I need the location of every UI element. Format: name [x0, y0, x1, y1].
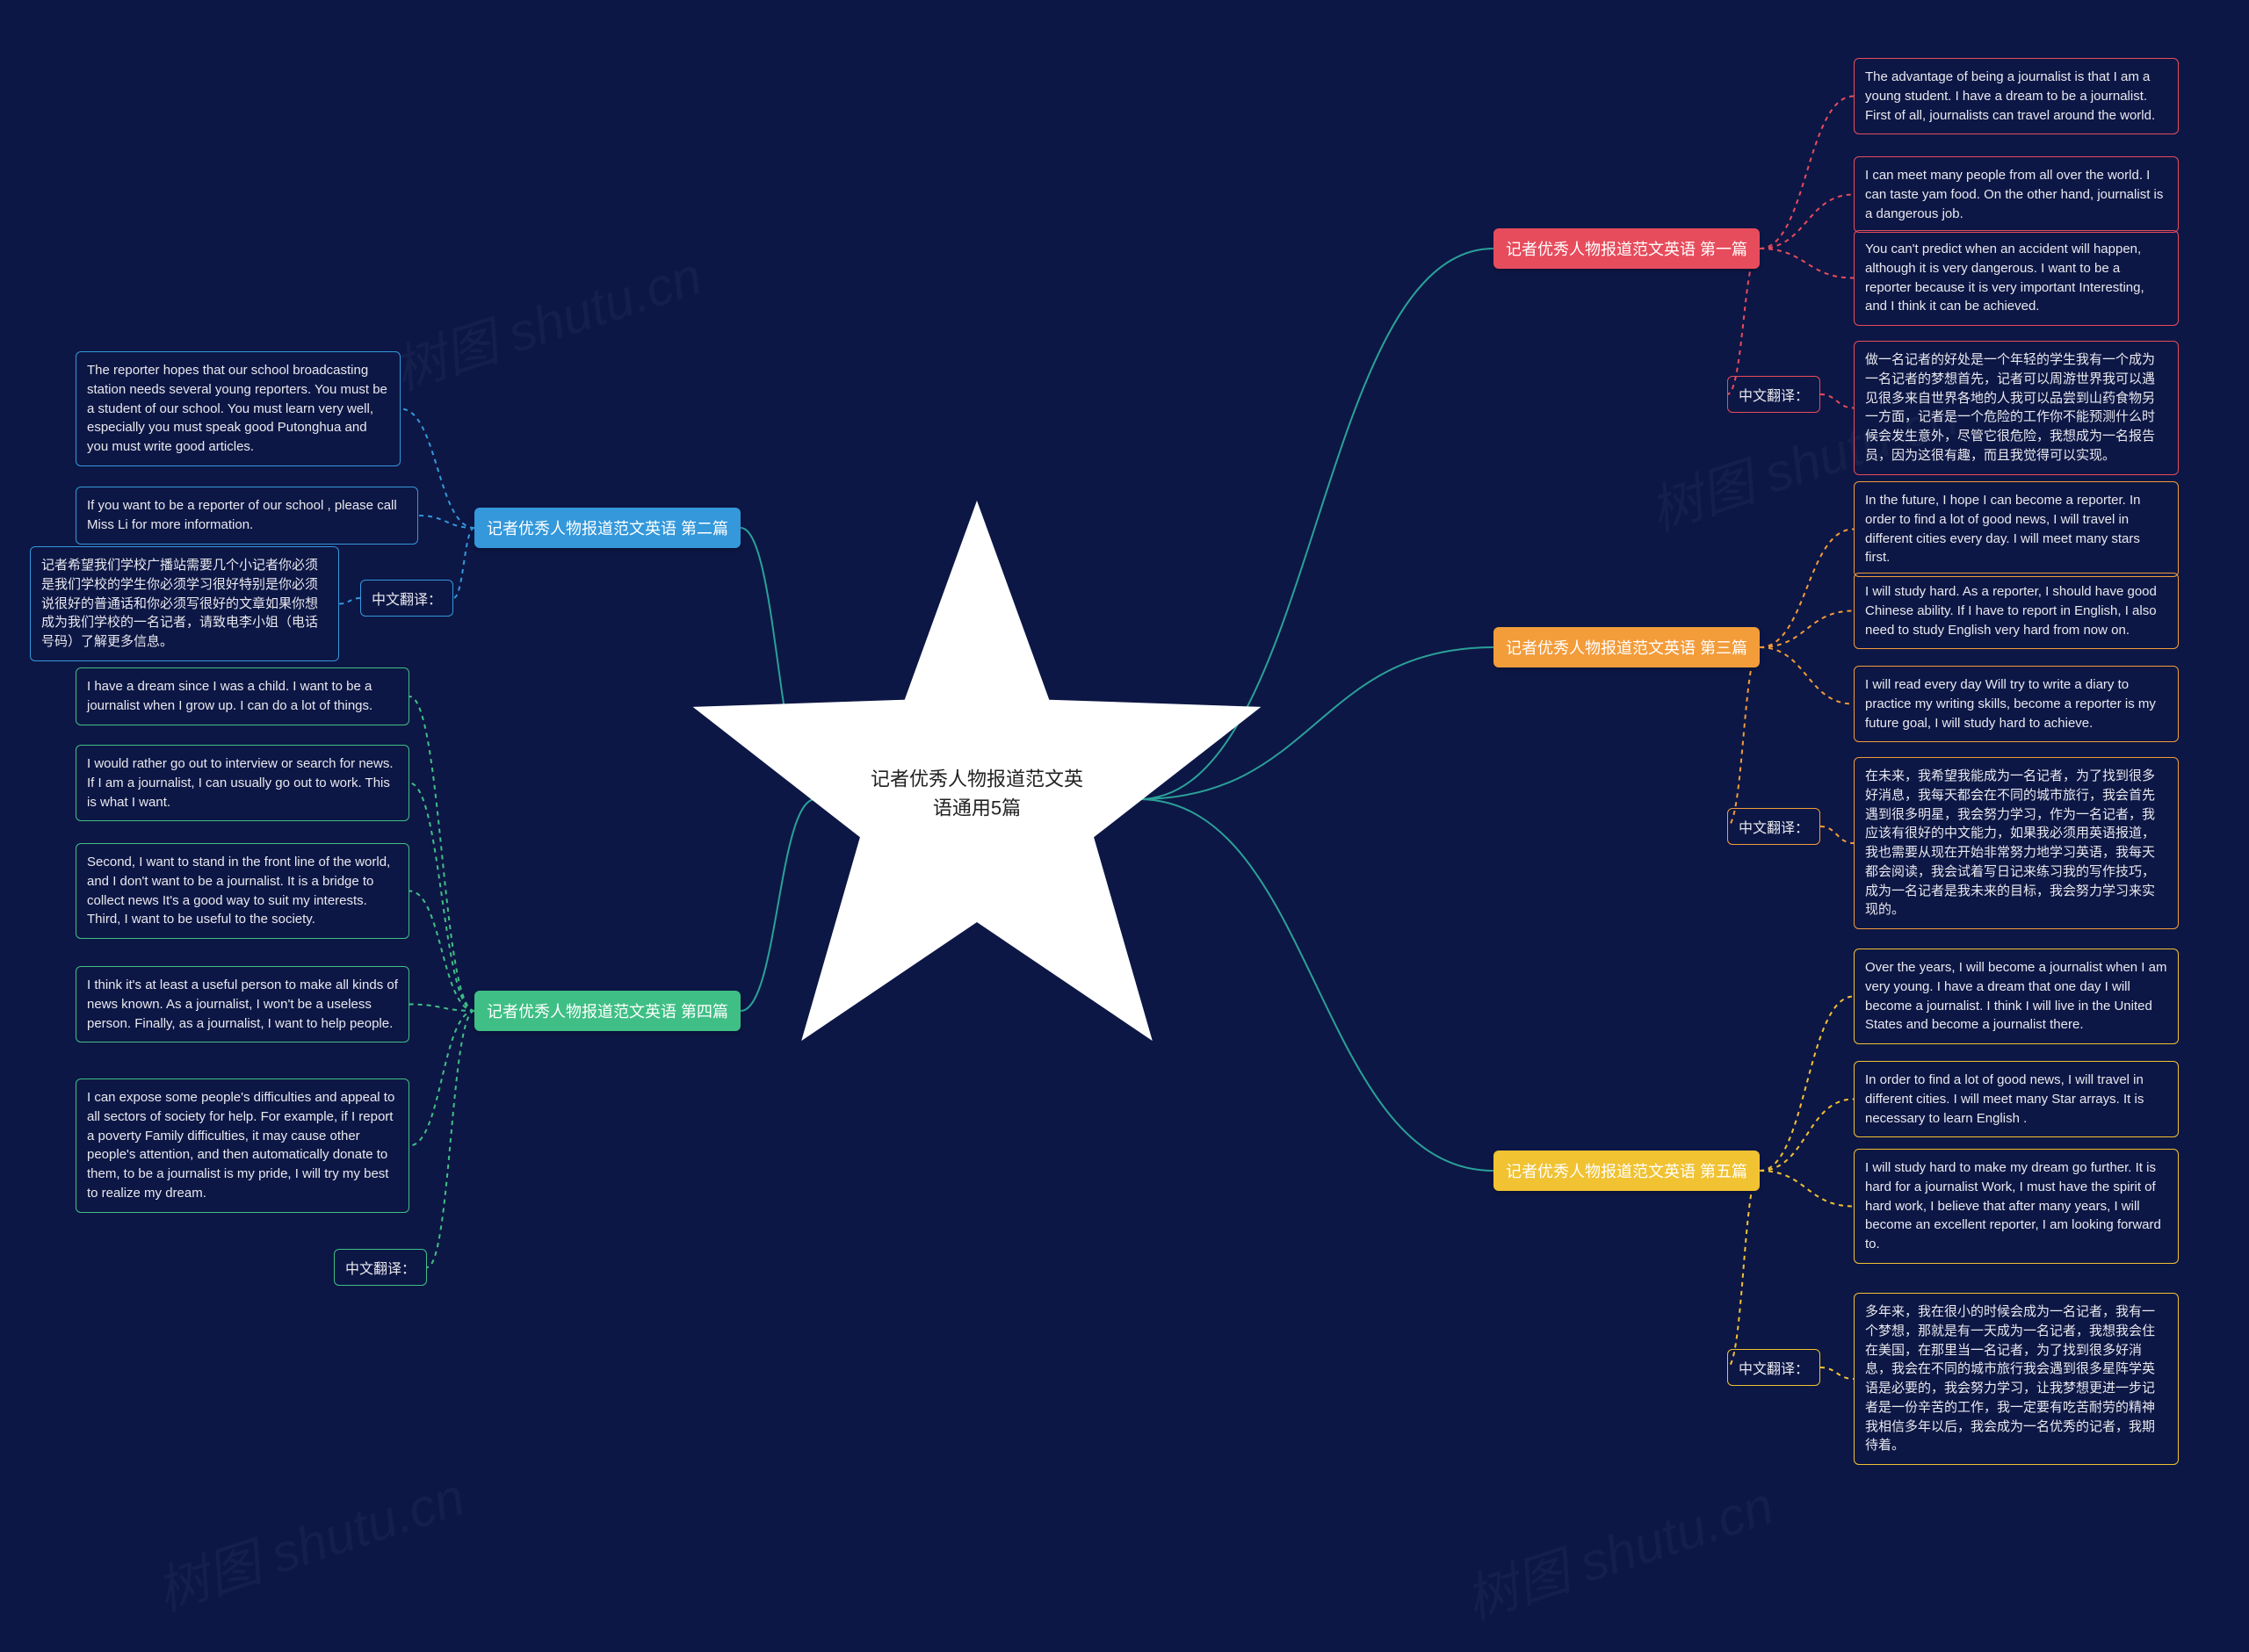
leaf-b3-2: I will read every day Will try to write … [1854, 666, 2179, 742]
trans-leaf-b3: 在未来，我希望我能成为一名记者，为了找到很多好消息，我每天都会在不同的城市旅行，… [1854, 757, 2179, 929]
central-title: 记者优秀人物报道范文英语通用5篇 [863, 764, 1091, 822]
branch-label-1[interactable]: 记者优秀人物报道范文英语 第一篇 [1493, 228, 1760, 269]
leaf-b4-3: I think it's at least a useful person to… [76, 966, 409, 1042]
leaf-b3-1: I will study hard. As a reporter, I shou… [1854, 573, 2179, 649]
trans-label-b2: 中文翻译： [360, 580, 453, 617]
leaf-b4-0: I have a dream since I was a child. I wa… [76, 667, 409, 725]
leaf-b5-0: Over the years, I will become a journali… [1854, 949, 2179, 1044]
leaf-b1-1: I can meet many people from all over the… [1854, 156, 2179, 233]
branch-label-4[interactable]: 记者优秀人物报道范文英语 第四篇 [474, 991, 741, 1031]
watermark: 树图 shutu.cn [382, 234, 710, 405]
trans-label-b4: 中文翻译： [334, 1249, 427, 1286]
leaf-b5-1: In order to find a lot of good news, I w… [1854, 1061, 2179, 1137]
trans-label-b3: 中文翻译： [1727, 808, 1820, 845]
branch-label-2[interactable]: 记者优秀人物报道范文英语 第二篇 [474, 508, 741, 548]
leaf-b1-2: You can't predict when an accident will … [1854, 230, 2179, 326]
stage: 树图 shutu.cn 树图 shutu.cn 树图 shutu.cn 树图 s… [0, 0, 2249, 1652]
leaf-b2-0: The reporter hopes that our school broad… [76, 351, 401, 466]
watermark: 树图 shutu.cn [1454, 1463, 1782, 1634]
leaf-b2-1: If you want to be a reporter of our scho… [76, 487, 418, 545]
trans-label-b5: 中文翻译： [1727, 1349, 1820, 1386]
trans-leaf-b5: 多年来，我在很小的时候会成为一名记者，我有一个梦想，那就是有一天成为一名记者，我… [1854, 1293, 2179, 1465]
leaf-b1-0: The advantage of being a journalist is t… [1854, 58, 2179, 134]
leaf-b5-2: I will study hard to make my dream go fu… [1854, 1149, 2179, 1264]
trans-leaf-b1: 做一名记者的好处是一个年轻的学生我有一个成为一名记者的梦想首先，记者可以周游世界… [1854, 341, 2179, 475]
leaf-b4-1: I would rather go out to interview or se… [76, 745, 409, 821]
branch-label-3[interactable]: 记者优秀人物报道范文英语 第三篇 [1493, 627, 1760, 667]
trans-leaf-b2: 记者希望我们学校广播站需要几个小记者你必须是我们学校的学生你必须学习很好特别是你… [30, 546, 339, 661]
leaf-b4-4: I can expose some people's difficulties … [76, 1078, 409, 1213]
central-title-wrap: 记者优秀人物报道范文英语通用5篇 [678, 501, 1276, 1098]
watermark: 树图 shutu.cn [145, 1454, 473, 1626]
branch-label-5[interactable]: 记者优秀人物报道范文英语 第五篇 [1493, 1151, 1760, 1191]
leaf-b3-0: In the future, I hope I can become a rep… [1854, 481, 2179, 577]
leaf-b4-2: Second, I want to stand in the front lin… [76, 843, 409, 939]
trans-label-b1: 中文翻译： [1727, 376, 1820, 413]
